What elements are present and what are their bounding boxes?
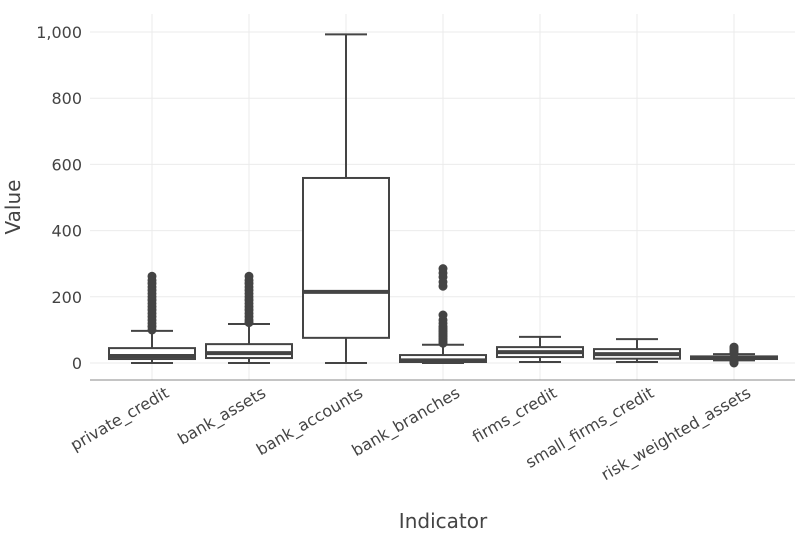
y-tick-label: 1,000 [36, 23, 82, 42]
x-tick-label: bank_assets [174, 383, 269, 449]
outlier-point [438, 264, 448, 274]
x-tick-label: bank_branches [349, 383, 464, 461]
y-tick-label: 600 [51, 155, 82, 174]
x-tick-label: bank_accounts [253, 383, 366, 460]
x-tick-label: firms_credit [469, 383, 560, 447]
y-tick-label: 200 [51, 288, 82, 307]
x-axis-title: Indicator [399, 509, 488, 533]
y-axis-title: Value [1, 180, 25, 235]
outlier-point [147, 271, 157, 281]
box-bank_branches [399, 264, 487, 364]
y-tick-label: 400 [51, 222, 82, 241]
outlier-point [438, 310, 448, 320]
outlier-point [244, 271, 254, 281]
outlier-point [729, 342, 739, 352]
box-risk_weighted_assets [690, 342, 778, 368]
box-private_credit [108, 271, 196, 364]
y-tick-label: 0 [72, 354, 82, 373]
outlier-point [729, 356, 739, 366]
box-iqr [302, 176, 390, 339]
box-bank_accounts [302, 33, 390, 364]
box-firms_credit [496, 335, 584, 364]
box-bank_assets [205, 271, 293, 364]
x-tick-label: private_credit [67, 383, 173, 455]
y-tick-label: 800 [51, 89, 82, 108]
box-small_firms_credit [593, 338, 681, 364]
box-iqr [108, 347, 196, 361]
